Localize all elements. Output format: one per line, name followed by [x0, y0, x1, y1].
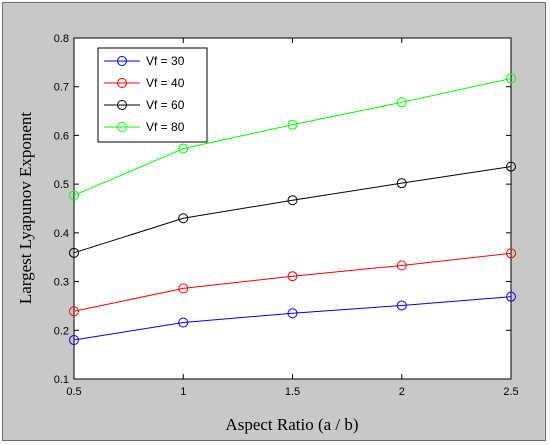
data-point [69, 247, 79, 258]
data-point [69, 306, 79, 317]
data-point [178, 317, 189, 328]
data-point [69, 335, 79, 346]
legend-box [97, 47, 208, 143]
legend-label: Vf = 30 [146, 54, 185, 68]
axis-ticks: 0.5 1 1.5 2 2.5 0.1 0.2 0.3 0.4 0.5 0.6 0.7 0.8 [54, 33, 519, 398]
x-tick-label: 2.5 [503, 386, 518, 398]
data-point [287, 195, 298, 206]
y-tick-label: 0.6 [54, 130, 69, 142]
x-tick-label: 1 [180, 386, 186, 398]
legend-swatch-marker [117, 122, 127, 132]
legend-label: Vf = 80 [146, 120, 185, 134]
legend: Vf = 30 Vf = 40 Vf = 60 Vf = 80 [97, 47, 208, 143]
legend-label: Vf = 40 [146, 76, 185, 90]
data-point [287, 271, 298, 282]
data-point [506, 291, 516, 302]
legend-swatch-marker [117, 100, 127, 110]
x-tick-label: 0.5 [66, 386, 81, 398]
y-tick-label: 0.3 [54, 277, 69, 289]
data-point [287, 308, 298, 319]
legend-swatch-marker [117, 56, 127, 66]
legend-swatch-marker [117, 78, 127, 88]
x-tick-label: 2 [399, 386, 405, 398]
series-line-3 [73, 166, 512, 254]
y-axis-label: Largest Lyapunov Exponent [16, 112, 35, 305]
y-tick-label: 0.4 [54, 228, 69, 240]
y-tick-label: 0.7 [54, 82, 69, 94]
data-point [287, 119, 298, 130]
data-point [396, 178, 407, 189]
data-point [396, 300, 407, 311]
data-point [178, 143, 189, 154]
y-tick-label: 0.8 [54, 33, 69, 45]
data-point [506, 248, 516, 259]
data-point [506, 73, 516, 84]
series-group [69, 73, 516, 346]
x-axis-label: Aspect Ratio (a / b) [225, 415, 358, 434]
data-point [506, 161, 516, 172]
series-line-1 [73, 296, 512, 341]
y-tick-label: 0.5 [54, 179, 69, 191]
y-tick-label: 0.1 [54, 374, 69, 386]
y-tick-label: 0.2 [54, 325, 69, 337]
legend-label: Vf = 60 [146, 98, 185, 112]
data-point [69, 190, 79, 201]
data-point [178, 283, 189, 294]
x-tick-label: 1.5 [285, 386, 300, 398]
series-line-2 [73, 252, 512, 312]
data-point [396, 260, 407, 271]
series-line-4 [73, 77, 512, 196]
data-point [178, 213, 189, 224]
data-point [396, 97, 407, 108]
